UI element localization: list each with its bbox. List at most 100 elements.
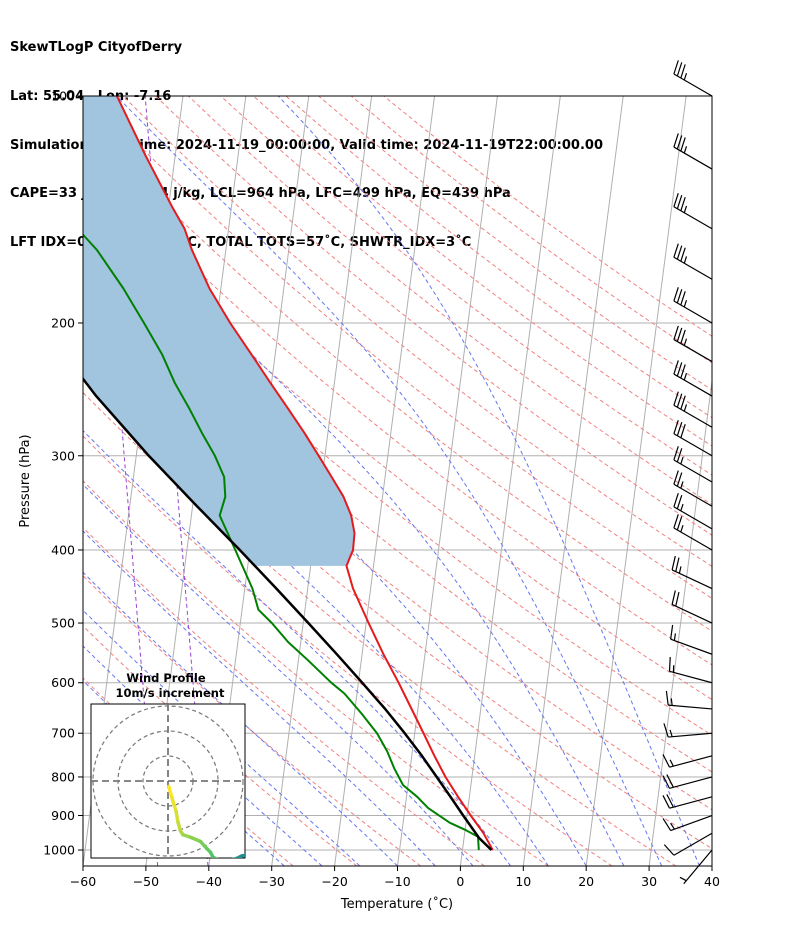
moist-adiabat — [83, 365, 549, 866]
barb-shaft — [673, 483, 713, 507]
wind-barb — [662, 814, 713, 832]
barb-shaft — [670, 814, 713, 832]
x-tick-label: 10 — [515, 874, 531, 889]
dry-adiabat — [83, 435, 613, 866]
y-tick-label: 600 — [51, 675, 75, 690]
barb-feather — [662, 818, 672, 831]
barb-feather — [680, 137, 686, 152]
barb-feather — [673, 287, 679, 302]
moist-adiabat — [83, 645, 323, 866]
barb-half-feather — [669, 729, 673, 737]
dry-adiabat — [253, 96, 712, 447]
axis-layer: −60 −50 −40 −30 −20 −10 0 10 20 30 40 1000 900 800 700… — [43, 89, 720, 890]
barb-feather — [680, 364, 686, 379]
x-tick-label: −10 — [384, 874, 410, 889]
barb-half-feather — [683, 73, 688, 81]
wind-profile-inset: Wind Profile 10m/s increment — [90, 671, 287, 864]
barb-feather — [680, 329, 686, 344]
y-tick-label: 300 — [51, 448, 75, 463]
y-tick-label: 1000 — [43, 843, 75, 858]
barb-shaft — [673, 506, 713, 530]
moist-adiabat — [83, 571, 398, 866]
wind-barb — [671, 555, 713, 590]
x-tick-label: −20 — [321, 874, 347, 889]
y-tick-label: 400 — [51, 542, 75, 557]
barb-feather — [673, 493, 679, 508]
barb-shaft — [673, 256, 713, 280]
dry-adiabat — [83, 157, 712, 666]
wind-barb — [668, 657, 713, 684]
isotherm-line — [585, 96, 687, 866]
barb-feather — [676, 448, 683, 463]
wind-barb — [673, 391, 713, 428]
hodograph-segment — [240, 853, 245, 858]
barb-shaft — [673, 459, 713, 483]
temperature-curve — [115, 96, 494, 851]
wind-barb — [673, 446, 713, 483]
barb-shaft — [673, 404, 713, 428]
barb-shaft — [670, 638, 713, 655]
barb-shaft — [669, 776, 713, 789]
barb-feather — [680, 291, 686, 306]
barb-feather — [676, 327, 683, 342]
barb-feather — [675, 557, 680, 572]
wind-barb — [673, 60, 713, 97]
hodograph-segment — [211, 855, 219, 858]
dry-adiabat — [83, 269, 712, 773]
isotherm-line — [334, 96, 436, 866]
barb-shaft — [673, 146, 713, 170]
barb-feather — [662, 754, 671, 768]
barb-half-feather — [683, 338, 688, 346]
barb-feather — [676, 393, 683, 408]
barb-feather — [673, 360, 679, 375]
barb-feather — [673, 419, 679, 434]
y-tick-label: 500 — [51, 616, 75, 631]
wind-barb — [673, 287, 713, 324]
dry-adiabat — [83, 526, 485, 866]
barb-half-feather — [683, 205, 688, 213]
cape-shading — [83, 96, 355, 566]
dry-adiabat — [83, 575, 422, 866]
barb-feather — [673, 243, 679, 258]
dry-adiabat — [187, 96, 712, 506]
hodograph-segment — [283, 862, 287, 863]
hodograph-segment — [218, 860, 220, 864]
moist-adiabat — [277, 96, 700, 866]
barb-shaft — [673, 206, 713, 230]
wind-barb — [670, 624, 713, 655]
wind-barb — [679, 849, 713, 885]
barb-half-feather — [680, 503, 684, 512]
barb-shaft — [671, 569, 713, 590]
parcel-curve — [83, 376, 493, 851]
dry-adiabat — [122, 96, 712, 567]
barb-half-feather — [683, 256, 688, 264]
barb-feather — [663, 844, 675, 856]
x-tick-label: 20 — [578, 874, 594, 889]
mixing-ratio-line — [144, 96, 209, 866]
barb-half-feather — [683, 299, 688, 308]
wind-barb — [673, 360, 713, 397]
x-tick-label: −50 — [133, 874, 159, 889]
wind-barb — [673, 470, 713, 507]
barb-shaft — [673, 433, 713, 457]
barb-feather — [676, 289, 683, 304]
hodograph-segment — [264, 857, 269, 858]
hodograph-segment — [170, 795, 178, 813]
barb-feather — [670, 624, 674, 640]
barb-half-feather — [670, 822, 675, 830]
barb-feather — [676, 62, 683, 77]
inset-plot — [91, 704, 287, 864]
hodograph-segment — [227, 860, 232, 864]
wind-barb — [662, 754, 713, 768]
curve-layer — [83, 96, 494, 851]
wind-barb — [673, 192, 713, 230]
inset-subtitle: 10m/s increment — [116, 686, 225, 700]
barb-feather — [680, 247, 686, 262]
wind-barb — [673, 419, 713, 457]
moist-adiabat — [83, 187, 625, 866]
wind-barb — [663, 723, 713, 738]
barb-feather — [676, 472, 683, 487]
hodograph-segment — [231, 856, 239, 858]
barb-feather — [676, 495, 683, 510]
barb-feather — [676, 516, 683, 531]
